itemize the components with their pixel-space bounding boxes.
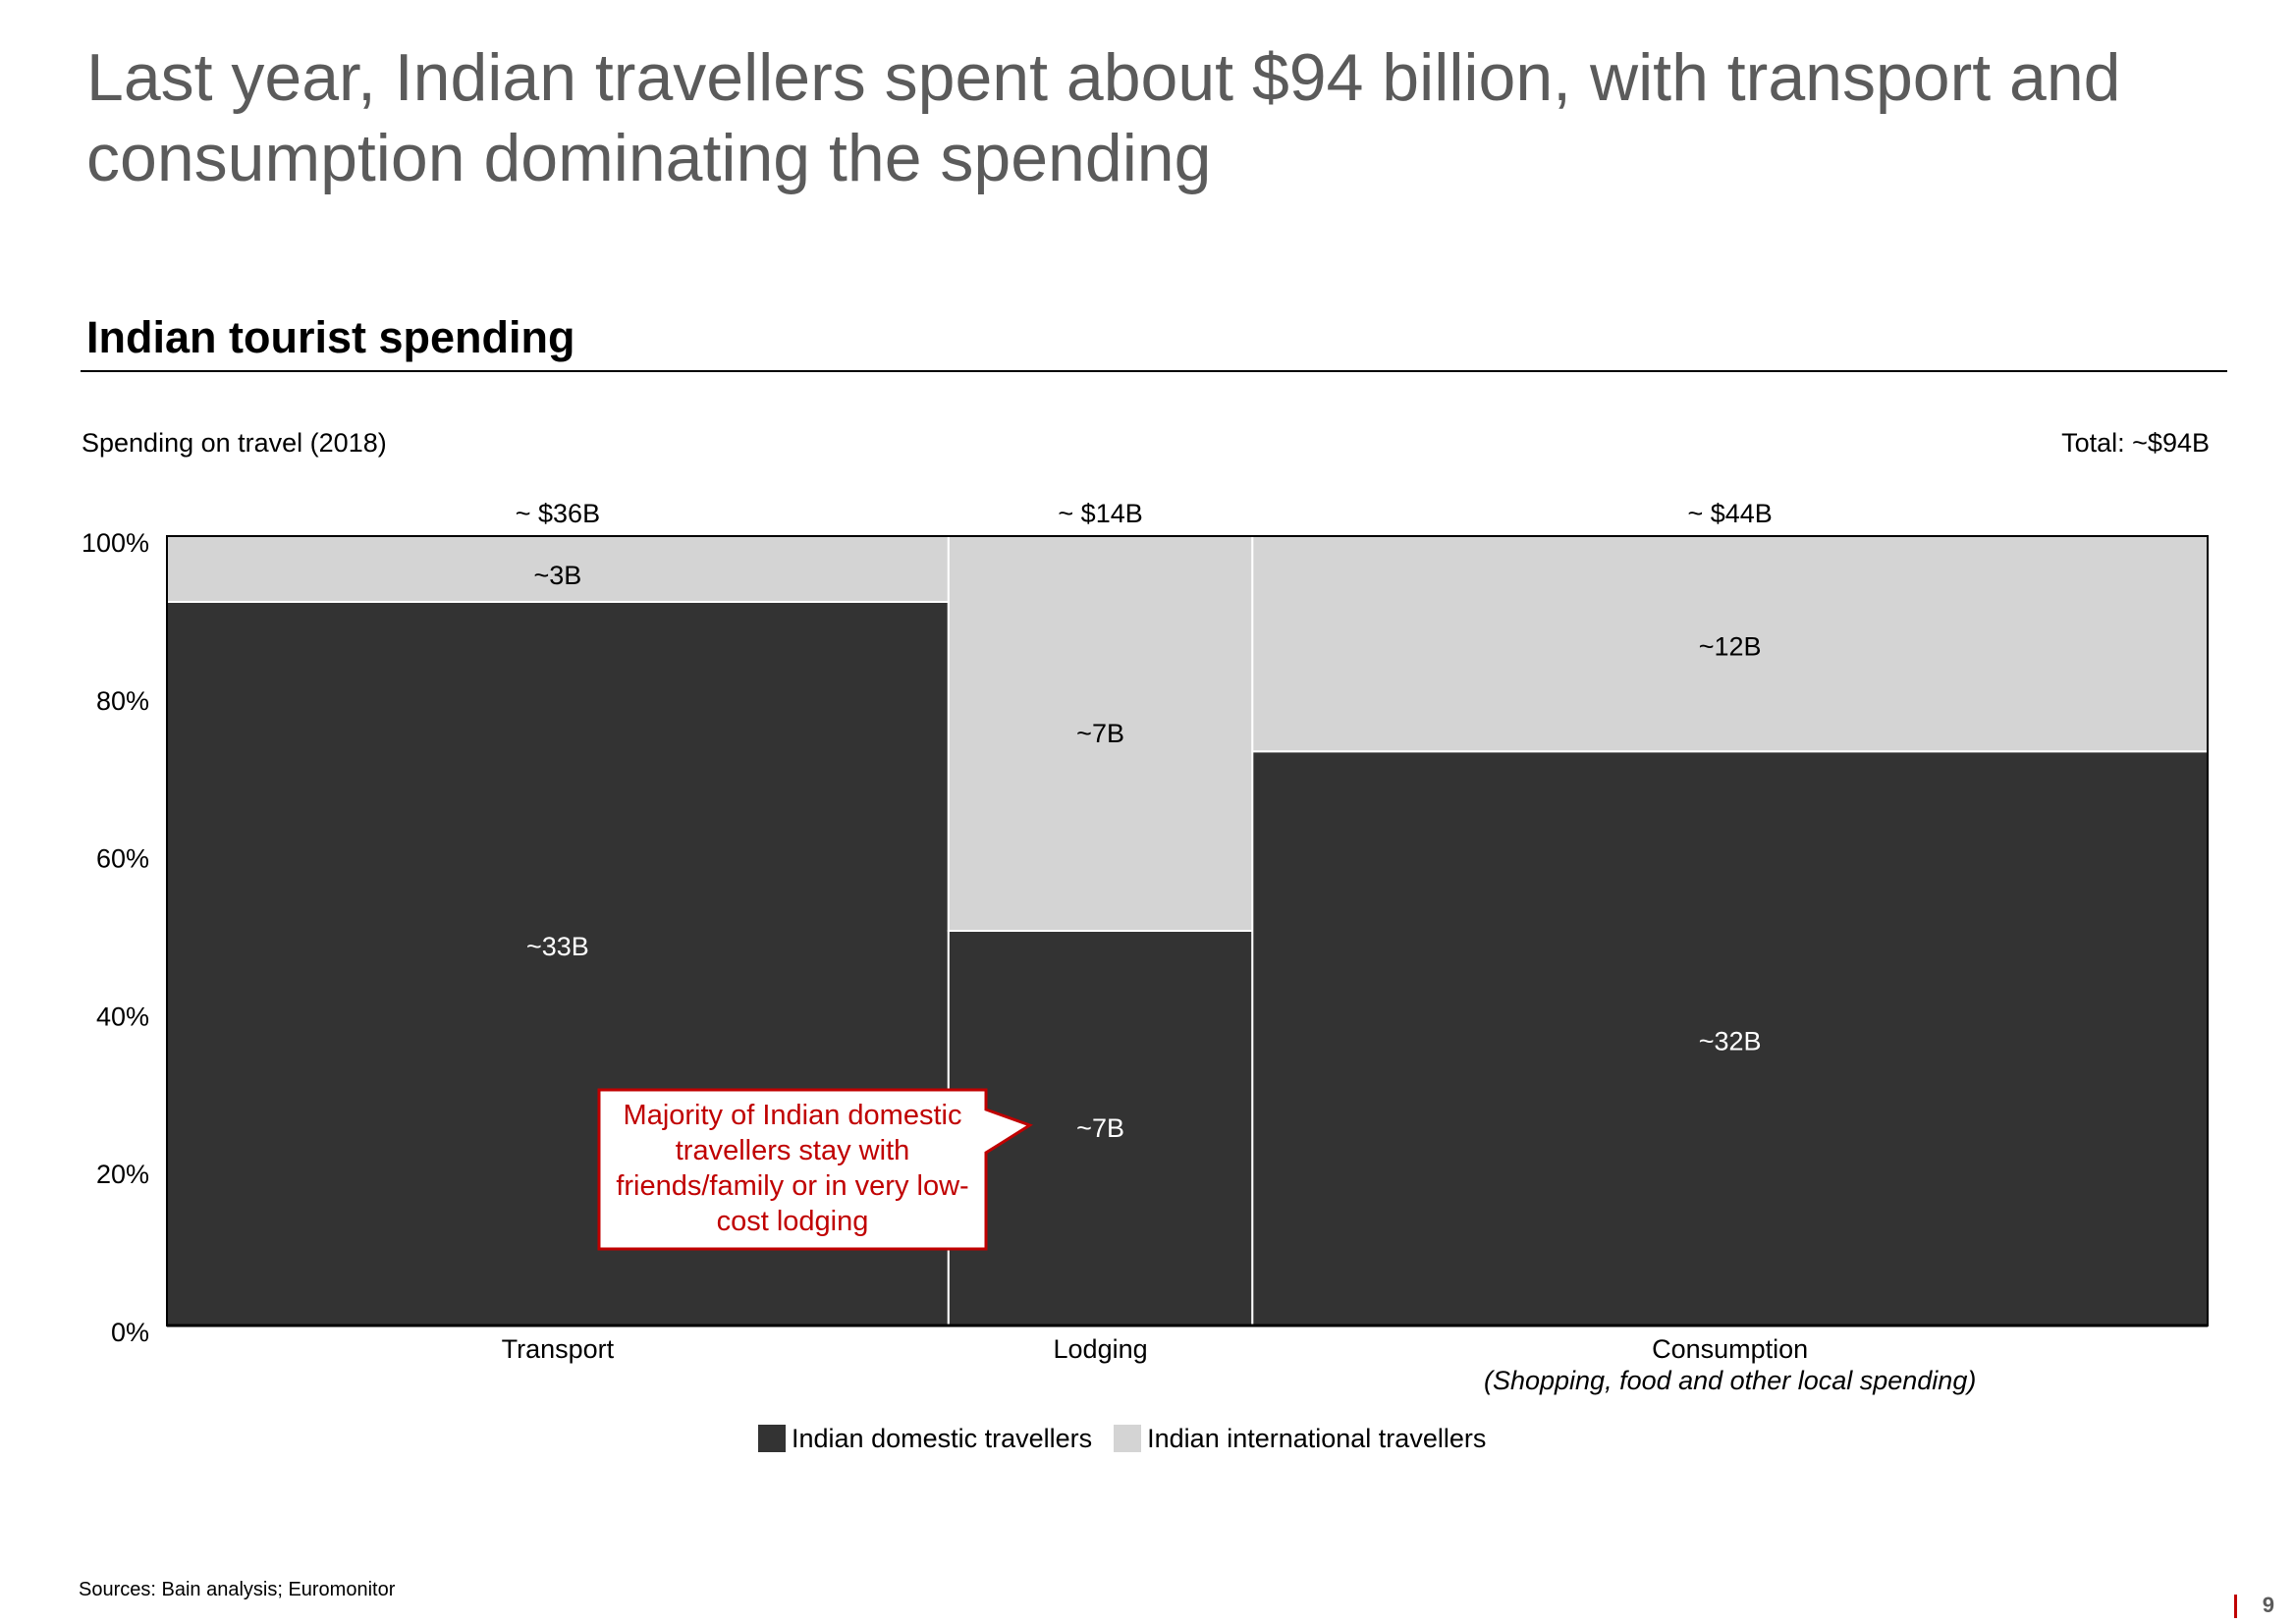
legend-label-international: Indian international travellers — [1147, 1423, 1487, 1453]
segment-lodging-international — [947, 535, 1254, 932]
legend-item-domestic: Indian domestic travellers — [758, 1424, 1092, 1454]
x-category-sublabel-consumption: (Shopping, food and other local spending… — [1484, 1366, 1976, 1395]
segment-consumption-domestic — [1251, 750, 2209, 1326]
chart-total-label: Total: ~$94B — [2061, 428, 2210, 458]
data-label-lodging-international: ~7B — [1076, 719, 1124, 748]
legend-item-international: Indian international travellers — [1114, 1424, 1486, 1454]
slide-headline: Last year, Indian travellers spent about… — [86, 40, 2121, 195]
x-category-label-transport: Transport — [502, 1334, 615, 1364]
legend-swatch-domestic — [758, 1425, 786, 1452]
page-number-divider — [2234, 1595, 2237, 1618]
y-tick-label: 100% — [82, 528, 149, 558]
y-tick-label: 0% — [111, 1318, 149, 1347]
y-tick-label: 40% — [96, 1001, 149, 1031]
data-label-consumption-domestic: ~32B — [1699, 1027, 1762, 1056]
x-category-label-consumption: Consumption — [1652, 1334, 1808, 1364]
chart-subtitle: Spending on travel (2018) — [82, 428, 387, 458]
data-label-transport-international: ~3B — [534, 561, 582, 590]
data-label-lodging-domestic: ~7B — [1076, 1113, 1124, 1143]
lodging-callout-text: Majority of Indian domestic travellers s… — [616, 1100, 969, 1237]
column-total-consumption: ~ $44B — [1687, 499, 1772, 528]
section-divider — [81, 370, 2227, 372]
data-label-consumption-international: ~12B — [1699, 632, 1762, 662]
section-title: Indian tourist spending — [86, 312, 575, 362]
data-label-transport-domestic: ~33B — [526, 932, 589, 961]
legend-label-domestic: Indian domestic travellers — [792, 1423, 1093, 1453]
segment-consumption-international — [1251, 535, 2209, 753]
y-tick-label: 60% — [96, 844, 149, 874]
legend-swatch-international — [1114, 1425, 1142, 1452]
column-total-transport: ~ $36B — [516, 499, 600, 528]
y-tick-label: 20% — [96, 1160, 149, 1189]
chart-legend: Indian domestic travellers Indian intern… — [758, 1422, 1507, 1455]
callout-box — [597, 1088, 1033, 1251]
x-category-label-lodging: Lodging — [1054, 1334, 1148, 1364]
y-tick-label: 80% — [96, 686, 149, 716]
column-total-lodging: ~ $14B — [1058, 499, 1142, 528]
source-note: Sources: Bain analysis; Euromonitor — [79, 1579, 396, 1600]
page-number: 9 — [2262, 1593, 2274, 1617]
